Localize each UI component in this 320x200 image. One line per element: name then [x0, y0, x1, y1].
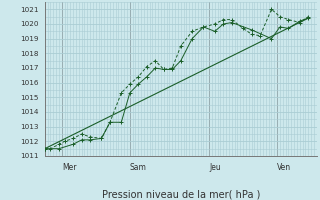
Text: Mer: Mer — [62, 163, 76, 172]
Text: Sam: Sam — [130, 163, 147, 172]
Text: Ven: Ven — [277, 163, 291, 172]
Text: Jeu: Jeu — [209, 163, 221, 172]
Text: Pression niveau de la mer( hPa ): Pression niveau de la mer( hPa ) — [102, 190, 260, 200]
